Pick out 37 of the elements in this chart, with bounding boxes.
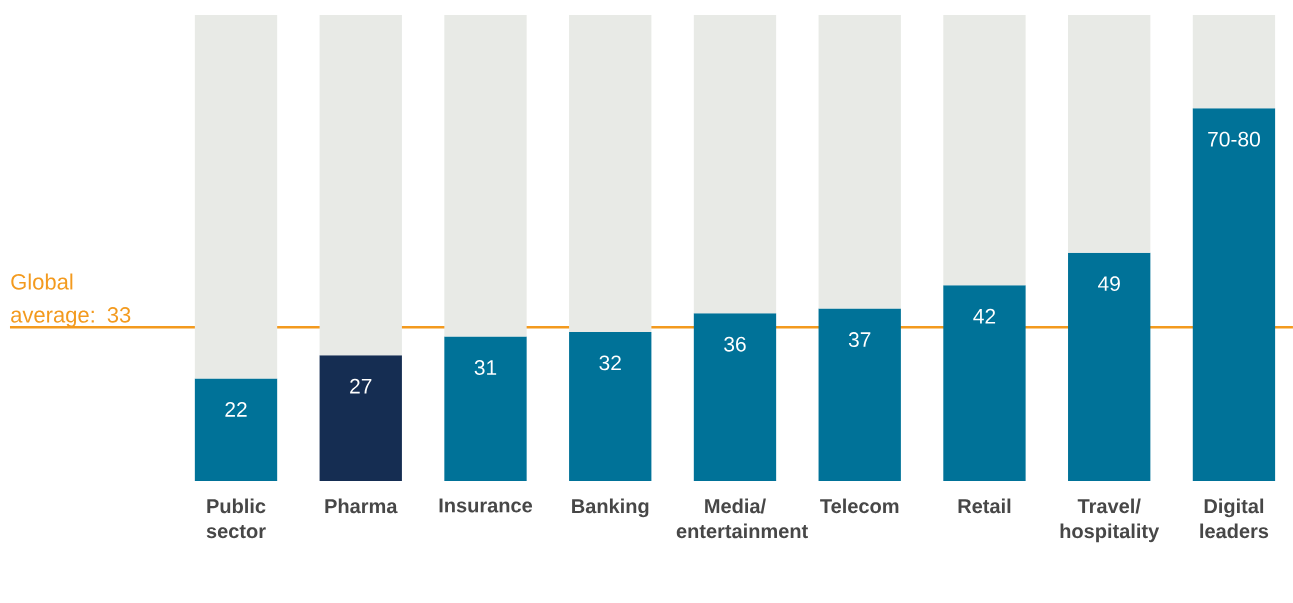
bar — [693, 313, 777, 481]
x-tick-label: Digital leaders — [1200, 498, 1269, 539]
bar — [319, 15, 402, 356]
x-tick-label: Travel/ hospitality — [1060, 498, 1160, 543]
bar — [444, 336, 527, 481]
data-label: 37 — [848, 332, 871, 347]
x-tick-label: Retail — [958, 498, 1011, 514]
bar — [1068, 252, 1151, 481]
data-label: 42 — [973, 308, 996, 324]
bar — [943, 15, 1026, 286]
data-label: 32 — [599, 355, 621, 371]
x-tick-label: Insurance — [439, 498, 533, 513]
bar — [569, 15, 652, 332]
bar — [818, 308, 901, 481]
bar — [444, 15, 527, 337]
bar — [693, 15, 777, 314]
bar — [319, 355, 402, 481]
data-label: 70-80 — [1208, 131, 1260, 147]
data-label: 31 — [474, 360, 497, 375]
data-label: 27 — [350, 378, 372, 394]
data-label: 49 — [1098, 276, 1120, 292]
data-label: 36 — [724, 336, 746, 352]
x-tick-label: Pharma — [325, 498, 398, 514]
bar — [1068, 15, 1151, 253]
x-tick-label: Public sector — [206, 498, 266, 539]
bar — [194, 15, 278, 379]
data-label: 22 — [225, 402, 247, 417]
x-tick-label: Media/ entertainment — [676, 498, 808, 539]
bar — [818, 15, 901, 309]
bar — [1192, 15, 1276, 109]
x-tick-label: Telecom — [820, 498, 899, 514]
bar — [194, 378, 278, 481]
x-tick-label: Banking — [572, 498, 649, 518]
ref-line-label: Global average: 33 — [11, 273, 131, 328]
bar — [1192, 108, 1276, 481]
bar — [569, 331, 652, 481]
bar — [943, 285, 1026, 481]
